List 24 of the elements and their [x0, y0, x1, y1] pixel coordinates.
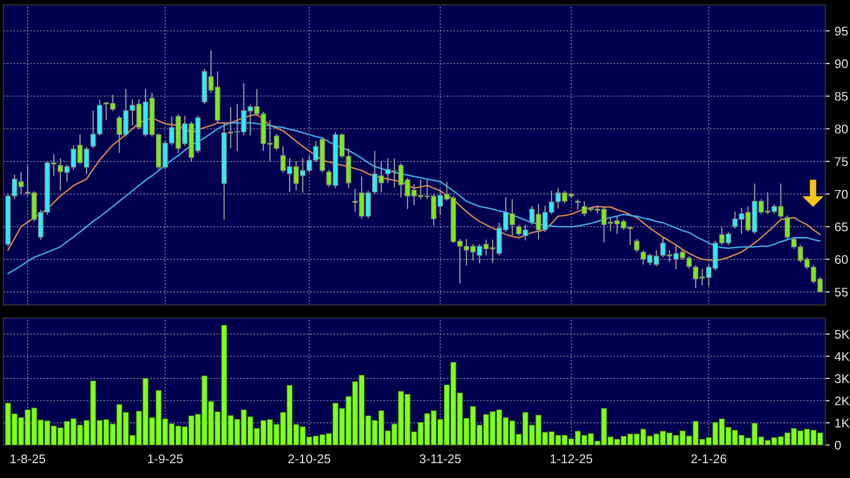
y-tick-label: 55: [834, 288, 848, 297]
y-tick-label: 95: [834, 26, 848, 36]
y-tick-label: 3K: [834, 374, 850, 384]
y-tick-label: 70: [835, 190, 848, 199]
x-tick-label: 2-10-25: [288, 454, 330, 464]
x-tick-label: 1-12-25: [550, 454, 592, 464]
y-tick-label: 85: [834, 92, 848, 101]
x-tick-label: 1-8-25: [10, 454, 46, 464]
y-tick-label: 75: [835, 157, 848, 166]
y-tick-label: 60: [835, 255, 848, 264]
x-tick-label: 3-11-25: [420, 454, 461, 464]
x-tick-label: 2-1-26: [691, 454, 726, 464]
y-tick-label: 65: [835, 222, 848, 232]
candlestick: [634, 238, 640, 253]
y-tick-label: 1K: [835, 418, 850, 428]
y-tick-label: 4K: [834, 352, 850, 361]
y-tick-label: 80: [834, 124, 848, 134]
x-tick-label: 1-9-25: [148, 454, 183, 464]
y-tick-label: 90: [834, 59, 848, 68]
candlestick: [575, 198, 580, 210]
y-tick-label: 0: [834, 440, 841, 450]
candlestick: [784, 215, 790, 240]
y-tick-label: 5K: [834, 330, 850, 339]
y-tick-label: 2K: [835, 396, 850, 406]
